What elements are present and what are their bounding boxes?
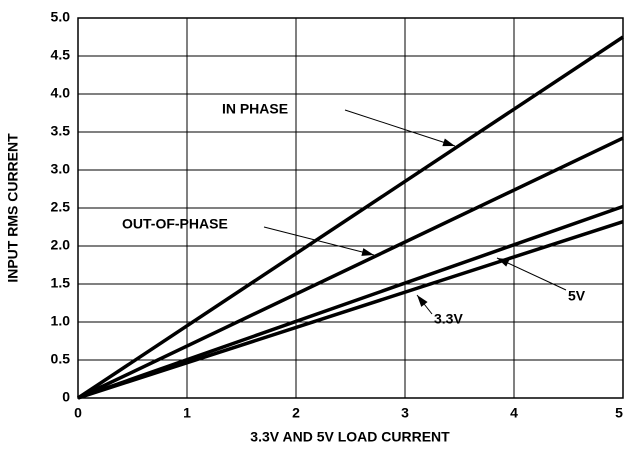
y-tick-label: 2.0	[51, 237, 71, 253]
y-tick-label: 2.5	[51, 199, 71, 215]
y-axis-label: INPUT RMS CURRENT	[5, 133, 21, 283]
series-label: IN PHASE	[222, 101, 288, 117]
x-tick-label: 0	[74, 405, 82, 421]
x-tick-label: 3	[401, 405, 409, 421]
series-label: 5V	[568, 288, 586, 304]
x-tick-label: 5	[615, 405, 623, 421]
y-tick-label: 3.5	[51, 123, 71, 139]
y-tick-label: 3.0	[51, 161, 71, 177]
y-tick-label: 1.0	[51, 313, 71, 329]
arrow-head	[497, 258, 510, 267]
x-tick-label: 4	[510, 405, 518, 421]
line	[77, 136, 624, 400]
line	[77, 220, 624, 400]
x-axis-label: 3.3V AND 5V LOAD CURRENT	[250, 429, 450, 445]
y-tick-label: 4.0	[51, 85, 71, 101]
x-tick-label: 2	[292, 405, 300, 421]
line	[77, 35, 624, 400]
y-tick-label: 0	[62, 389, 70, 405]
y-tick-label: 1.5	[51, 275, 71, 291]
arrow-shaft	[496, 257, 567, 291]
arrow-head	[442, 138, 455, 147]
line	[77, 204, 624, 400]
series-label: 3.3V	[434, 311, 463, 327]
y-tick-label: 0.5	[51, 351, 71, 367]
series-label: OUT-OF-PHASE	[122, 216, 228, 232]
arrow-shaft	[344, 109, 456, 147]
x-tick-label: 1	[183, 405, 191, 421]
y-tick-label: 4.5	[51, 47, 71, 63]
arrow-head	[417, 295, 428, 307]
arrow-head	[361, 248, 374, 256]
y-tick-label: 5.0	[51, 9, 71, 25]
arrow-shaft	[263, 226, 375, 256]
